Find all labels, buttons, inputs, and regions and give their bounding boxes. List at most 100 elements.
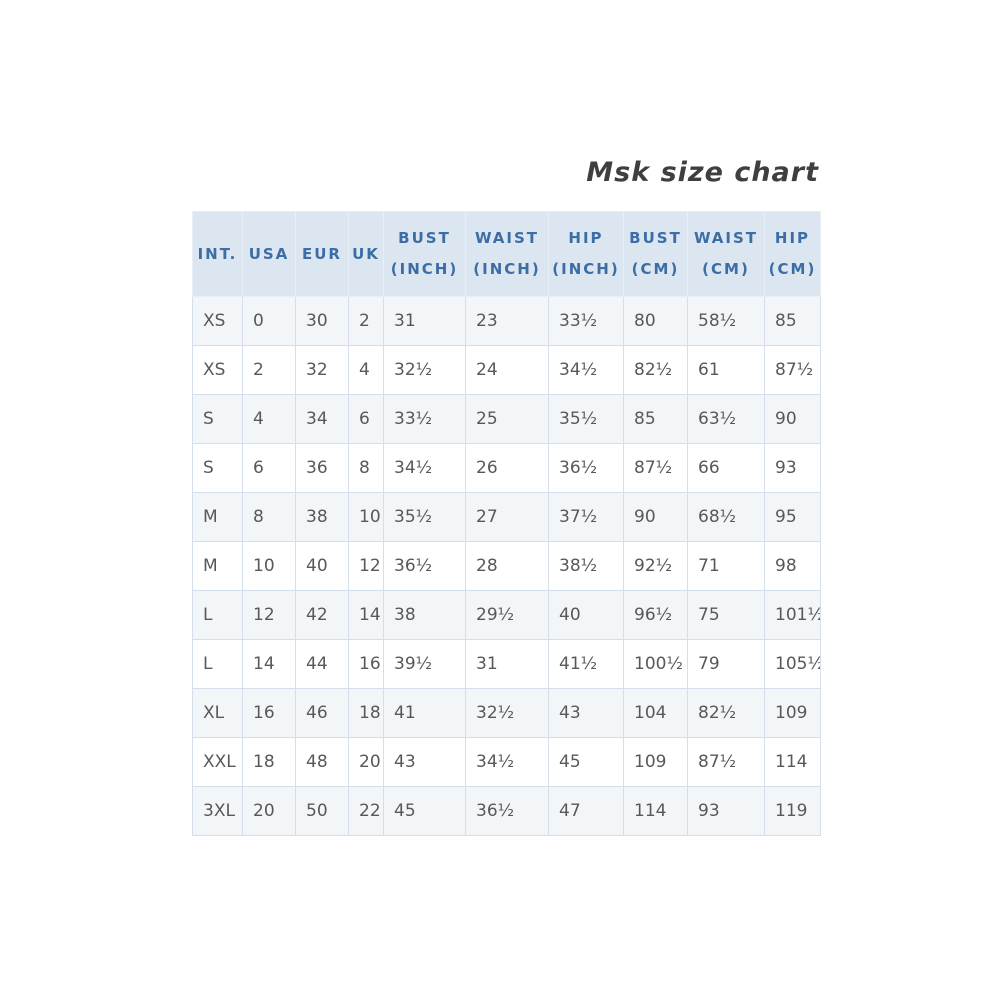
table-cell: 36½ <box>548 443 624 493</box>
header-cell: WAIST (CM) <box>687 211 765 297</box>
table-cell: 41 <box>383 688 466 738</box>
header-row: INT. USA EUR UK BUST (INCH) WAIST (INCH) HIP (INC… <box>192 211 821 297</box>
table-cell: 8 <box>348 443 384 493</box>
size-chart-title: Msk size chart <box>586 157 819 188</box>
header-cell: USA <box>242 211 296 297</box>
table-cell: 22 <box>348 786 384 836</box>
table-cell: 87½ <box>687 737 765 787</box>
table-cell: XS <box>192 296 243 346</box>
table-cell: 79 <box>687 639 765 689</box>
table-cell: 100½ <box>623 639 688 689</box>
table-cell: 109 <box>764 688 821 738</box>
header-cell: BUST (CM) <box>623 211 688 297</box>
table-cell: 30 <box>295 296 349 346</box>
table-cell: 34 <box>295 394 349 444</box>
table-cell: 33½ <box>383 394 466 444</box>
table-cell: 36 <box>295 443 349 493</box>
table-cell: 20 <box>242 786 296 836</box>
table-cell: 119 <box>764 786 821 836</box>
table-cell: 71 <box>687 541 765 591</box>
header-cell: HIP (CM) <box>764 211 821 297</box>
table-cell: 40 <box>295 541 349 591</box>
table-cell: 25 <box>465 394 549 444</box>
table-cell: 6 <box>242 443 296 493</box>
table-cell: 36½ <box>383 541 466 591</box>
table-cell: 90 <box>623 492 688 542</box>
table-cell: 24 <box>465 345 549 395</box>
table-cell: 38½ <box>548 541 624 591</box>
table-cell: 85 <box>764 296 821 346</box>
table-cell: XL <box>192 688 243 738</box>
table-cell: 40 <box>548 590 624 640</box>
table-cell: 8 <box>242 492 296 542</box>
table-cell: M <box>192 492 243 542</box>
table-cell: 20 <box>348 737 384 787</box>
table-cell: S <box>192 394 243 444</box>
table-cell: 35½ <box>383 492 466 542</box>
header-cell: EUR <box>295 211 349 297</box>
table-body: XS 0 30 2 31 23 33½ 80 58½ 85 XS 2 32 4 32½ 24 34½ 82½ 61 8… <box>192 296 821 836</box>
table-cell: 34½ <box>383 443 466 493</box>
table-cell: 42 <box>295 590 349 640</box>
table-cell: 45 <box>548 737 624 787</box>
header-cell: HIP (INCH) <box>548 211 624 297</box>
table-cell: XS <box>192 345 243 395</box>
table-cell: 43 <box>548 688 624 738</box>
table-cell: 0 <box>242 296 296 346</box>
table-row: L 12 42 14 38 29½ 40 96½ 75 101½ <box>192 590 821 640</box>
table-cell: L <box>192 590 243 640</box>
header-cell: UK <box>348 211 384 297</box>
table-cell: 28 <box>465 541 549 591</box>
table-cell: 82½ <box>623 345 688 395</box>
table-cell: 27 <box>465 492 549 542</box>
table-cell: 29½ <box>465 590 549 640</box>
table-row: S 6 36 8 34½ 26 36½ 87½ 66 93 <box>192 443 821 493</box>
table-row: XS 0 30 2 31 23 33½ 80 58½ 85 <box>192 296 821 346</box>
table-cell: 2 <box>348 296 384 346</box>
table-cell: 33½ <box>548 296 624 346</box>
table-cell: 6 <box>348 394 384 444</box>
header-cell: WAIST (INCH) <box>465 211 549 297</box>
table-cell: 93 <box>764 443 821 493</box>
table-cell: 82½ <box>687 688 765 738</box>
table-cell: 114 <box>764 737 821 787</box>
table-cell: 68½ <box>687 492 765 542</box>
table-cell: 23 <box>465 296 549 346</box>
table-row: M 10 40 12 36½ 28 38½ 92½ 71 98 <box>192 541 821 591</box>
table-cell: 12 <box>348 541 384 591</box>
table-cell: 34½ <box>548 345 624 395</box>
table-cell: 92½ <box>623 541 688 591</box>
table-cell: 66 <box>687 443 765 493</box>
table-cell: 46 <box>295 688 349 738</box>
table-cell: 105½ <box>764 639 821 689</box>
table-row: S 4 34 6 33½ 25 35½ 85 63½ 90 <box>192 394 821 444</box>
table-cell: S <box>192 443 243 493</box>
table-cell: 90 <box>764 394 821 444</box>
table-cell: 32½ <box>465 688 549 738</box>
table-row: M 8 38 10 35½ 27 37½ 90 68½ 95 <box>192 492 821 542</box>
table-cell: 10 <box>348 492 384 542</box>
table-cell: 87½ <box>764 345 821 395</box>
table-cell: 38 <box>383 590 466 640</box>
table-cell: 12 <box>242 590 296 640</box>
table-cell: 50 <box>295 786 349 836</box>
table-cell: 44 <box>295 639 349 689</box>
table-cell: 3XL <box>192 786 243 836</box>
table-cell: 14 <box>242 639 296 689</box>
table-cell: 43 <box>383 737 466 787</box>
table-cell: 61 <box>687 345 765 395</box>
table-cell: M <box>192 541 243 591</box>
table-cell: 45 <box>383 786 466 836</box>
table-cell: 37½ <box>548 492 624 542</box>
table-cell: 101½ <box>764 590 821 640</box>
table-cell: 96½ <box>623 590 688 640</box>
table-cell: 109 <box>623 737 688 787</box>
table-cell: 10 <box>242 541 296 591</box>
table-cell: 48 <box>295 737 349 787</box>
table-cell: 16 <box>242 688 296 738</box>
table-cell: 95 <box>764 492 821 542</box>
size-chart-table: INT. USA EUR UK BUST (INCH) WAIST (INCH) HIP (INC… <box>192 211 821 836</box>
table-cell: 58½ <box>687 296 765 346</box>
table-cell: 98 <box>764 541 821 591</box>
table-row: XL 16 46 18 41 32½ 43 104 82½ 109 <box>192 688 821 738</box>
